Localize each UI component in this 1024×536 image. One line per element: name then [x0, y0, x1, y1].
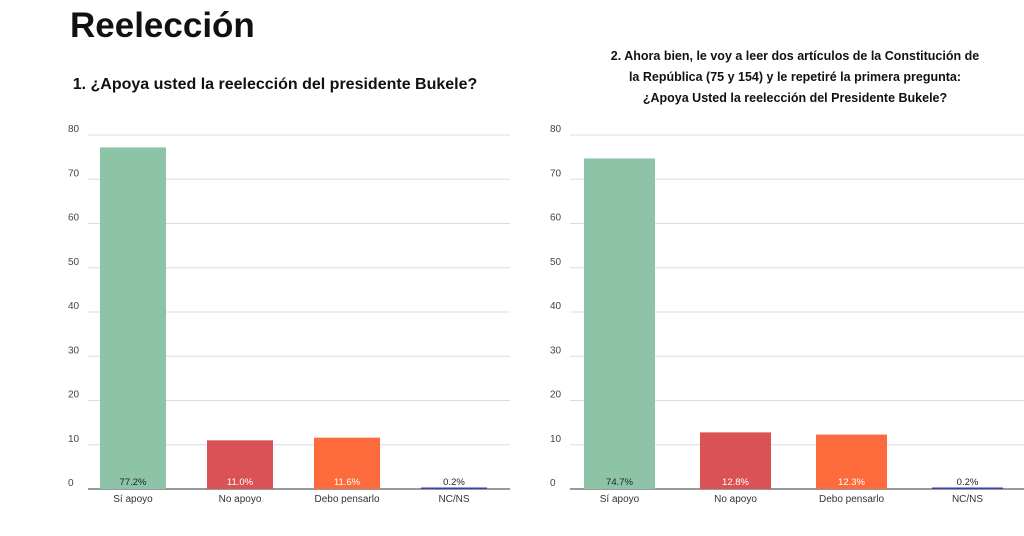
chart-1-title: 1. ¿Apoya usted la reelección del presid…	[72, 76, 478, 93]
y-tick-label: 0	[68, 478, 74, 489]
y-tick-label: 50	[68, 257, 80, 268]
y-tick-label: 10	[68, 434, 80, 445]
chart-2-title: 2. Ahora bien, le voy a leer dos artícul…	[560, 46, 1024, 109]
y-tick-label: 20	[68, 390, 80, 401]
data-label: 11.6%	[334, 477, 361, 488]
chart-2-title-line-1: 2. Ahora bien, le voy a leer dos artícul…	[610, 49, 980, 63]
page-title: Reelección	[70, 6, 255, 45]
data-label: 77.2%	[120, 477, 147, 488]
data-label: 11.0%	[227, 477, 254, 488]
category-label: NC/NS	[438, 494, 469, 505]
category-label: No apoyo	[219, 494, 262, 505]
category-label: Debo pensarlo	[314, 494, 379, 505]
y-tick-label: 60	[68, 213, 80, 224]
y-tick-label: 30	[68, 345, 80, 356]
data-label: 0.2%	[443, 477, 465, 488]
chart-2-title-line-2: la República (75 y 154) y le repetiré la…	[628, 70, 962, 84]
bar	[100, 147, 166, 489]
chart-2-title-line-3: ¿Apoya Usted la reelección del President…	[642, 91, 948, 105]
y-tick-label: 40	[68, 301, 80, 312]
bar	[207, 440, 273, 489]
y-tick-label: 70	[68, 168, 80, 179]
bar	[421, 487, 487, 489]
category-label: Sí apoyo	[113, 494, 153, 505]
y-tick-label: 80	[68, 124, 80, 135]
bar	[314, 437, 380, 489]
